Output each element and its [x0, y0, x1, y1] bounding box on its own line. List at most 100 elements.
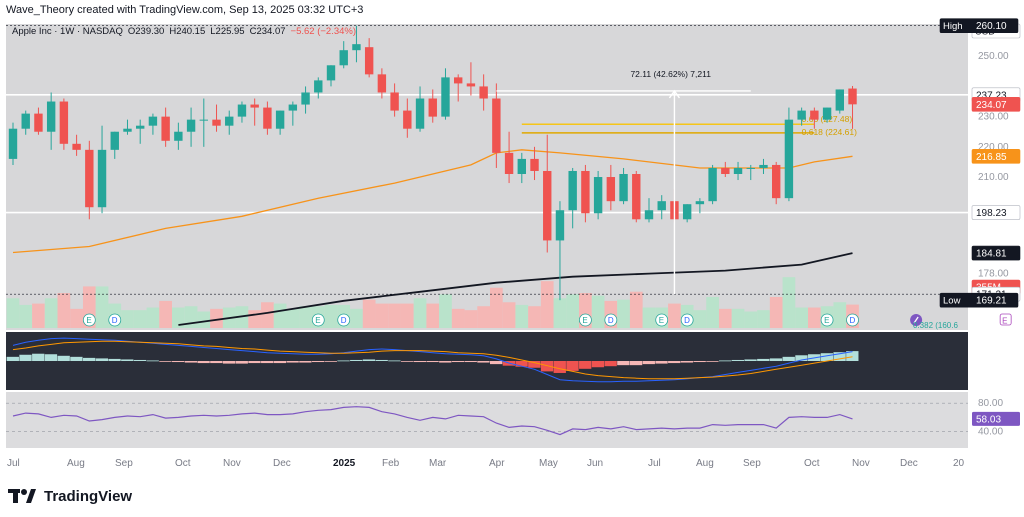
- volume-bar: [286, 308, 300, 328]
- brand[interactable]: TradingView: [8, 487, 132, 505]
- candle-body: [174, 131, 183, 141]
- candle-body: [275, 110, 285, 129]
- macd-histogram-bar: [133, 359, 147, 361]
- candle-body: [212, 119, 221, 126]
- volume-bar: [146, 307, 160, 328]
- x-tick-label: 20: [953, 458, 965, 469]
- price-tag-value: 169.21: [976, 296, 1007, 307]
- macd-histogram-bar: [439, 361, 452, 363]
- volume-bar: [172, 307, 185, 328]
- macd-histogram-bar: [286, 361, 299, 363]
- macd-histogram-bar: [706, 361, 719, 362]
- price-tag-value: 198.23: [976, 208, 1007, 219]
- earnings-upcoming-icon: [999, 313, 1012, 326]
- macd-histogram-bar: [629, 361, 643, 366]
- x-tick-label: Apr: [489, 458, 505, 469]
- rsi-pane: [6, 392, 968, 448]
- candle-body: [250, 104, 259, 108]
- candle-body: [848, 88, 857, 105]
- volume-bar: [248, 310, 262, 328]
- macd-histogram-bar: [95, 358, 108, 361]
- macd-histogram-bar: [121, 359, 134, 361]
- candle-body: [695, 201, 705, 205]
- price-tag-value: 184.81: [976, 249, 1007, 260]
- candle-body: [390, 92, 399, 111]
- x-tick-label: Sep: [743, 458, 761, 469]
- price-tag-value: 234.07: [976, 100, 1007, 111]
- candle-body: [72, 143, 81, 150]
- candle-body: [59, 101, 69, 144]
- candle-body: [733, 167, 743, 174]
- candle-body: [454, 77, 463, 84]
- earnings-letter: E: [824, 316, 829, 325]
- price-tag: [971, 149, 1021, 164]
- volume-bar: [617, 299, 630, 328]
- x-tick-label: May: [539, 458, 558, 469]
- candle-body: [46, 101, 56, 132]
- volume-bar: [540, 281, 554, 328]
- measure-arrow-icon: [668, 89, 681, 99]
- candle-body: [772, 164, 781, 199]
- volume-bar: [490, 287, 503, 328]
- x-tick-label: Jun: [587, 458, 603, 469]
- x-tick-label: Oct: [804, 458, 820, 469]
- candle-body: [543, 170, 552, 241]
- macd-histogram-bar: [324, 361, 337, 362]
- macd-histogram-bar: [833, 352, 846, 361]
- macd-histogram-bar: [604, 361, 617, 367]
- brand-name: TradingView: [44, 487, 133, 505]
- ohlc-change: −5.62 (−2.34%): [291, 26, 357, 37]
- candle-body: [199, 119, 208, 121]
- macd-histogram-bar: [769, 358, 783, 361]
- candle-body: [186, 119, 196, 132]
- candle-body: [161, 116, 170, 141]
- volume-bar: [528, 306, 541, 328]
- earnings-icon: [820, 313, 834, 327]
- dividend-marker-icon: [680, 313, 694, 327]
- volume-bar: [32, 303, 45, 328]
- candle-body: [835, 89, 844, 111]
- candle-body: [301, 92, 310, 105]
- volume-bar: [629, 291, 643, 328]
- volume-bar: [642, 307, 656, 328]
- rsi-tick: 40.00: [978, 427, 1003, 438]
- dividend-letter: D: [608, 316, 614, 325]
- macd-histogram-bar: [57, 355, 70, 361]
- candle-body: [263, 107, 272, 129]
- candle-body: [225, 116, 234, 126]
- volume-bar: [57, 293, 71, 328]
- price-plot-area: [6, 24, 968, 330]
- dividend-letter: D: [341, 316, 347, 325]
- ohlc-open: O239.30: [128, 26, 164, 37]
- candle-body: [632, 174, 641, 220]
- volume-bar: [502, 302, 516, 328]
- earnings-icon: [82, 313, 96, 327]
- macd-histogram-bar: [540, 361, 554, 372]
- candle-body: [682, 204, 692, 220]
- candle-body: [810, 110, 819, 120]
- volume-bar: [299, 306, 312, 328]
- candle-body: [364, 47, 374, 75]
- macd-histogram-bar: [6, 356, 19, 361]
- candle-body: [326, 65, 336, 81]
- macd-histogram-bar: [680, 361, 694, 363]
- candle-body: [288, 104, 298, 111]
- candle-body: [657, 201, 666, 211]
- y-tick-label: 178.00: [978, 269, 1009, 280]
- ohlc-close: C234.07: [250, 26, 286, 37]
- volume-bar: [197, 311, 211, 328]
- rsi-tick: 80.00: [978, 398, 1003, 409]
- price-tag-value: 216.85: [976, 152, 1007, 163]
- volume-bar: [553, 298, 567, 328]
- candle-body: [352, 44, 361, 51]
- volume-bar: [451, 308, 465, 328]
- volume-bar: [375, 303, 389, 328]
- volume-bar: [400, 303, 414, 328]
- macd-histogram-bar: [210, 361, 223, 364]
- ohlc-high: H240.15: [169, 26, 205, 37]
- volume-bar: [133, 310, 147, 328]
- y-tick-label: 220.00: [978, 142, 1009, 153]
- candle-body: [606, 177, 616, 202]
- macd-histogram-bar: [261, 361, 274, 364]
